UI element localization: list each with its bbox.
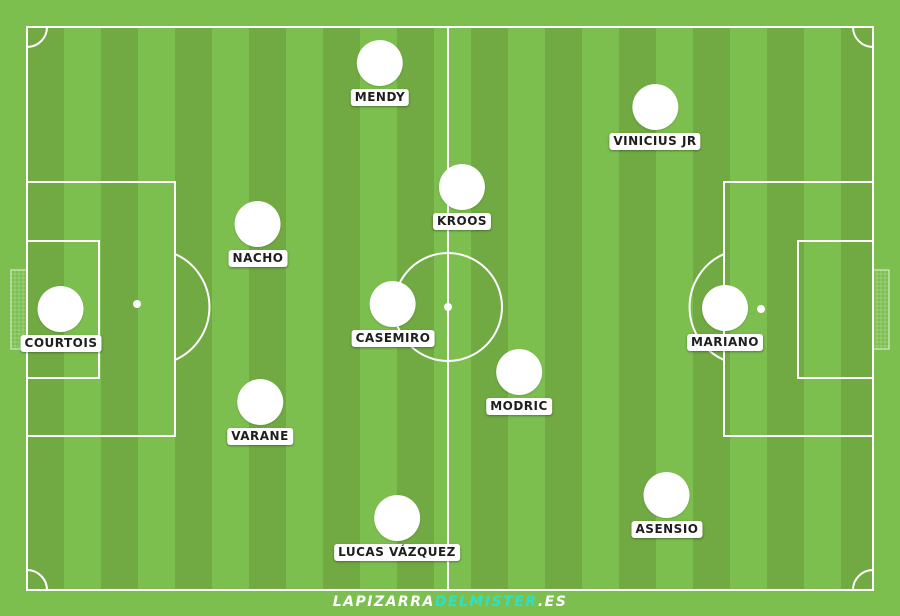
player-marker (632, 84, 678, 130)
player-name: NACHO (228, 250, 288, 267)
brand-part-3: .ES (537, 594, 568, 610)
player-marker (643, 472, 690, 518)
player-asensio[interactable]: ASENSIO (631, 472, 703, 538)
left-penalty-spot (133, 300, 141, 308)
player-marker (370, 281, 416, 327)
grass-stripe (249, 27, 286, 590)
player-courtois[interactable]: COURTOIS (20, 286, 102, 352)
brand-logo: LAPIZARRADELMISTER.ES (0, 592, 900, 612)
player-varane[interactable]: VARANE (227, 379, 293, 445)
corner-arc-top-right (852, 26, 874, 48)
player-marker (37, 286, 84, 332)
player-marker (374, 495, 420, 541)
grass-stripe (841, 27, 873, 590)
grass-stripe (545, 27, 582, 590)
player-marker (702, 285, 748, 331)
player-name: LUCAS VÁZQUEZ (334, 544, 460, 561)
player-marker (496, 349, 542, 395)
corner-arc-top-left (26, 26, 48, 48)
grass-stripes (27, 27, 873, 590)
player-mariano[interactable]: MARIANO (687, 285, 763, 351)
right-penalty-spot (757, 305, 765, 313)
player-name: VINICIUS JR (609, 133, 701, 150)
player-marker (357, 40, 403, 86)
corner-arc-bottom-left (26, 569, 48, 591)
player-vinicius-jr[interactable]: VINICIUS JR (609, 84, 701, 150)
player-mendy[interactable]: MENDY (350, 40, 410, 106)
brand-part-2: DELMISTER (434, 594, 538, 610)
left-goal (10, 269, 28, 350)
player-kroos[interactable]: KROOS (432, 164, 492, 230)
right-goal (872, 269, 890, 350)
grass-stripe (323, 27, 360, 590)
player-marker (237, 379, 283, 425)
player-name: KROOS (432, 213, 492, 230)
player-marker (439, 164, 485, 210)
left-penalty-arc (174, 253, 211, 361)
player-lucas-vazquez[interactable]: LUCAS VÁZQUEZ (334, 495, 460, 561)
grass-stripe (175, 27, 212, 590)
brand-part-1: LAPIZARRA (332, 594, 435, 610)
corner-arc-bottom-right (852, 569, 874, 591)
player-name: MARIANO (687, 334, 763, 351)
player-casemiro[interactable]: CASEMIRO (351, 281, 435, 347)
player-name: ASENSIO (631, 521, 703, 538)
player-marker (234, 201, 281, 247)
grass-stripe (101, 27, 138, 590)
player-modric[interactable]: MODRIC (486, 349, 552, 415)
center-spot (444, 303, 452, 311)
player-name: VARANE (227, 428, 293, 445)
player-name: CASEMIRO (351, 330, 435, 347)
player-name: MENDY (350, 89, 410, 106)
player-name: MODRIC (486, 398, 552, 415)
player-name: COURTOIS (20, 335, 102, 352)
player-nacho[interactable]: NACHO (228, 201, 288, 267)
